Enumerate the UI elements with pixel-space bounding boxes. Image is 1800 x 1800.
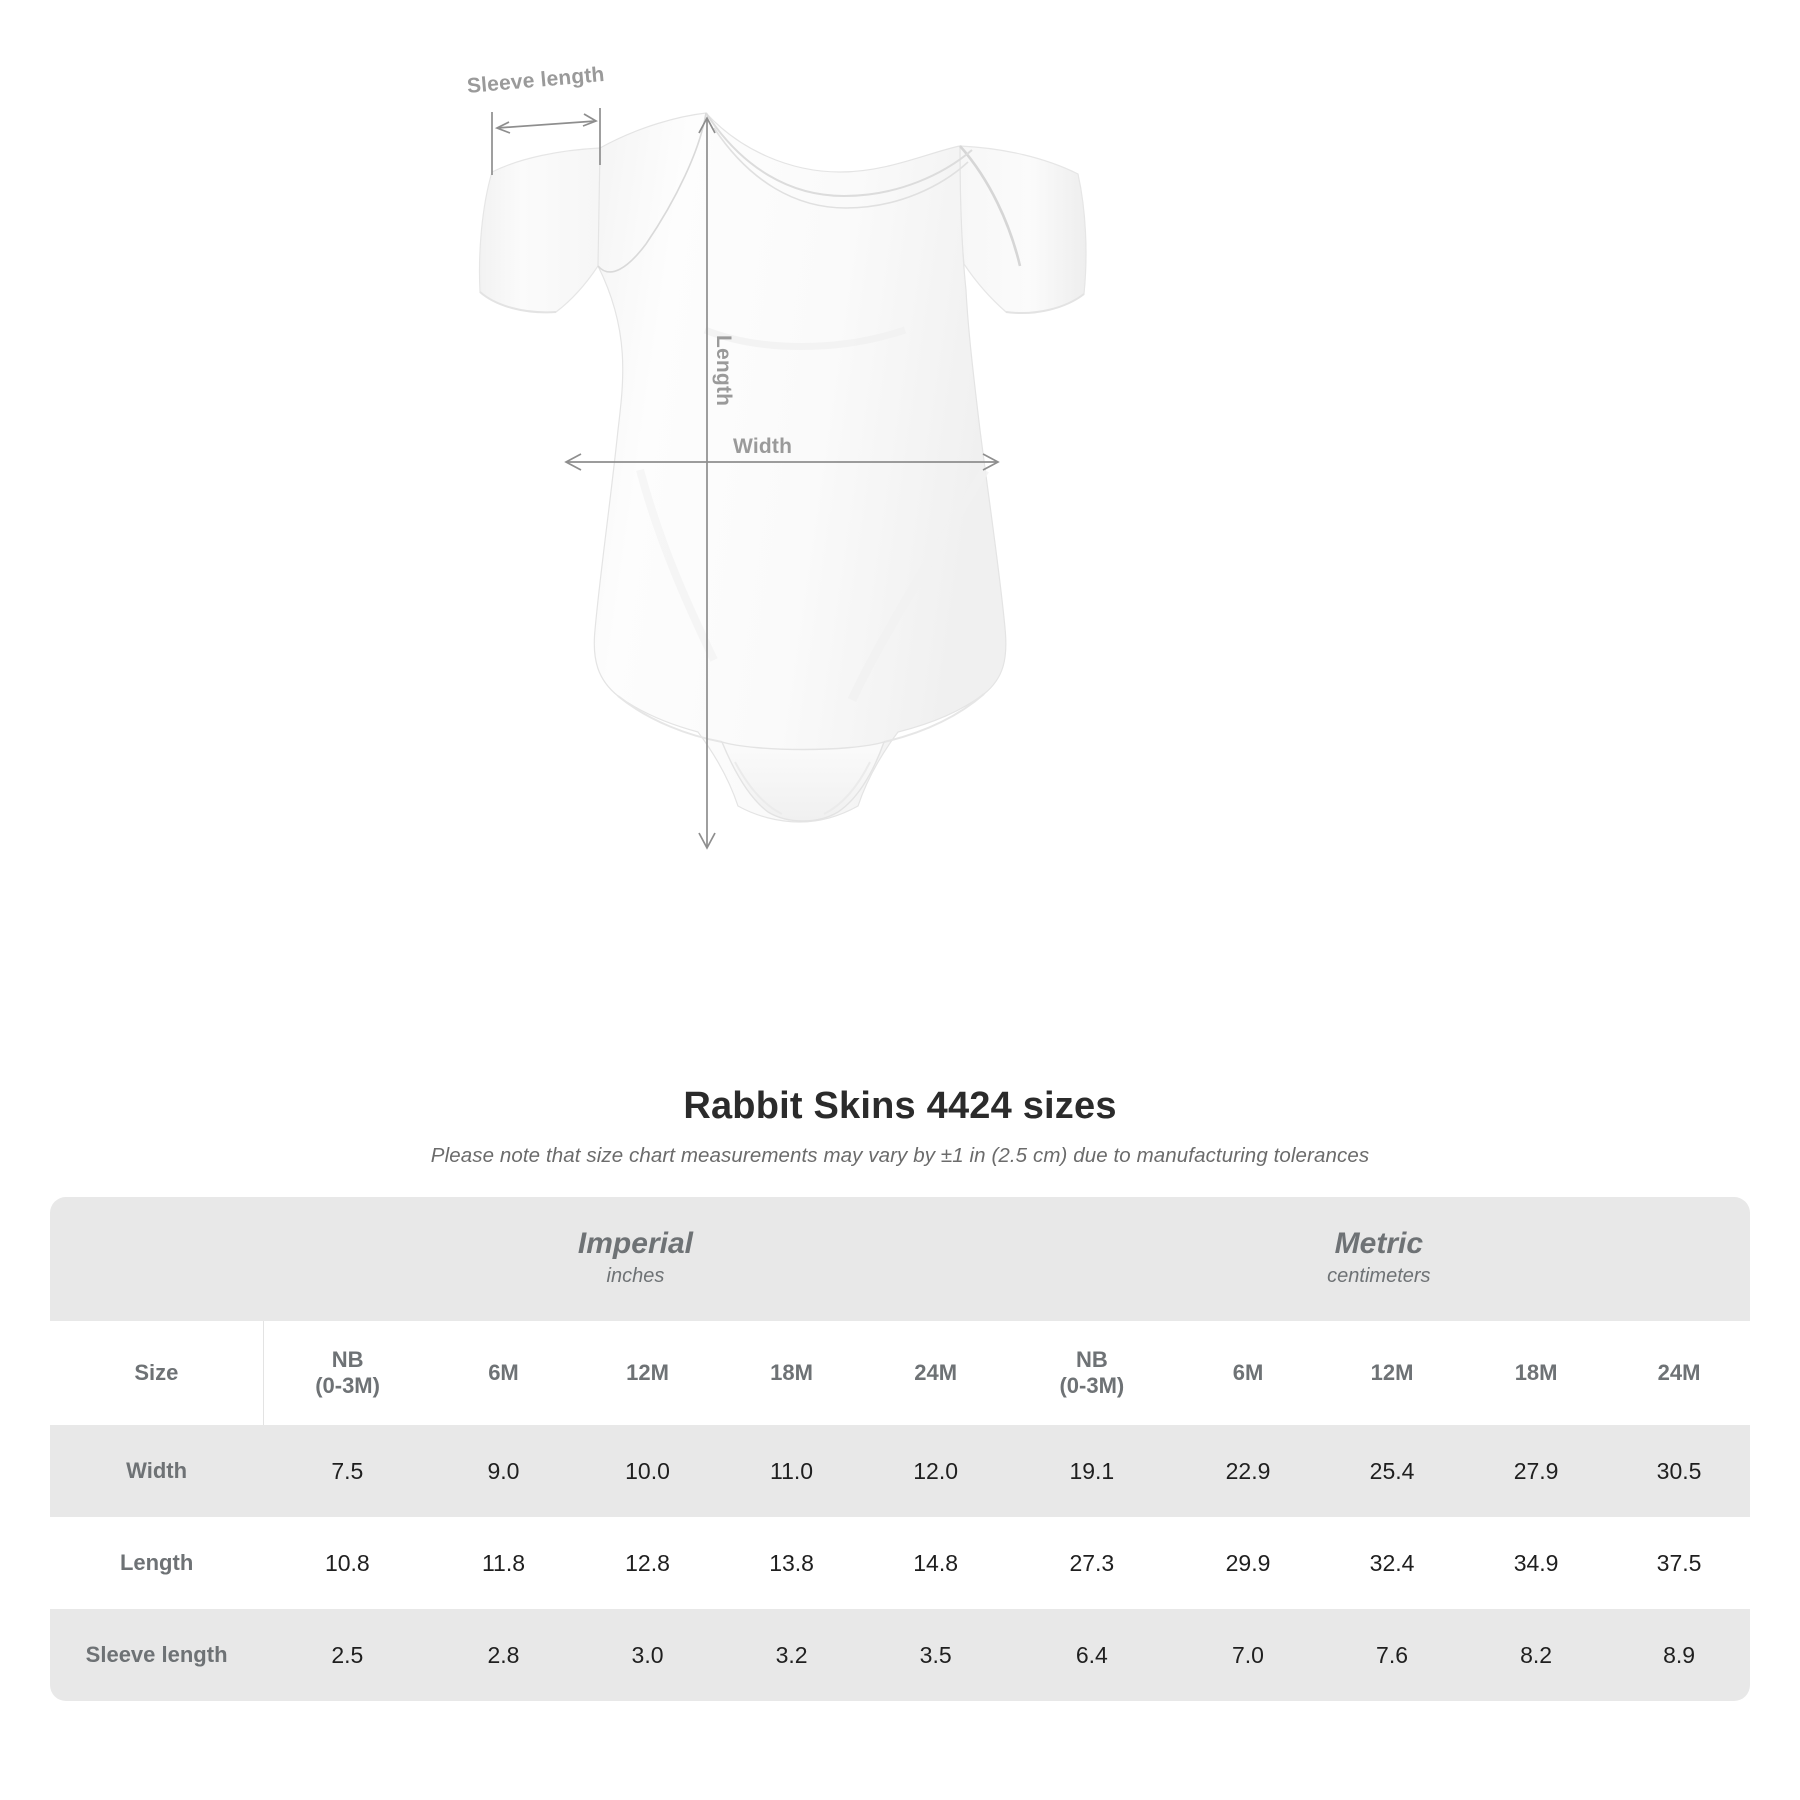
unit-group-imperial-sub: inches xyxy=(606,1265,665,1288)
cell-width-metric-24m: 30.5 xyxy=(1608,1425,1750,1517)
column-header-size: Size xyxy=(50,1321,264,1425)
size-table-wrapper: Imperial inches Metric centimeters Size … xyxy=(50,1197,1750,1701)
cell-length-imperial-24m: 14.8 xyxy=(863,1517,1008,1609)
cell-sleeve-metric-24m: 8.9 xyxy=(1608,1609,1750,1701)
measurement-guides xyxy=(491,108,1000,850)
size-chart-table: Imperial inches Metric centimeters Size … xyxy=(50,1197,1750,1701)
cell-width-imperial-18m: 11.0 xyxy=(719,1425,864,1517)
cell-sleeve-imperial-nb: 2.5 xyxy=(263,1609,432,1701)
cell-length-imperial-18m: 13.8 xyxy=(719,1517,864,1609)
cell-length-imperial-nb: 10.8 xyxy=(263,1517,432,1609)
row-header-length: Length xyxy=(50,1517,264,1609)
column-header-paren: (0-3M) xyxy=(315,1373,380,1398)
length-dimension-label: Length xyxy=(712,335,735,407)
row-header-width: Width xyxy=(50,1425,264,1517)
column-header-main: 6M xyxy=(488,1359,519,1385)
column-header-main: 24M xyxy=(914,1359,958,1385)
cell-sleeve-imperial-12m: 3.0 xyxy=(575,1609,720,1701)
page-subtitle: Please note that size chart measurements… xyxy=(430,1144,1370,1167)
cell-length-metric-24m: 37.5 xyxy=(1608,1517,1750,1609)
page-title: Rabbit Skins 4424 sizes xyxy=(683,1085,1117,1127)
cell-width-imperial-12m: 10.0 xyxy=(575,1425,720,1517)
unit-group-metric-sub: centimeters xyxy=(1327,1265,1431,1288)
column-header-imperial-6m: 6M xyxy=(431,1321,576,1425)
cell-sleeve-imperial-24m: 3.5 xyxy=(863,1609,1008,1701)
cell-length-metric-18m: 34.9 xyxy=(1464,1517,1609,1609)
cell-width-metric-18m: 27.9 xyxy=(1464,1425,1609,1517)
table-row: Width 7.5 9.0 10.0 11.0 12.0 19.1 22.9 2… xyxy=(50,1425,1750,1517)
unit-group-row: Imperial inches Metric centimeters xyxy=(50,1197,1750,1321)
cell-length-imperial-6m: 11.8 xyxy=(431,1517,576,1609)
column-header-imperial-nb: NB (0-3M) xyxy=(263,1321,432,1425)
garment-illustration: Sleeve length Width Length xyxy=(466,63,1087,850)
column-header-metric-6m: 6M xyxy=(1175,1321,1321,1425)
column-header-paren: (0-3M) xyxy=(1059,1373,1125,1398)
column-header-main: 18M xyxy=(770,1359,813,1385)
cell-width-imperial-nb: 7.5 xyxy=(263,1425,432,1517)
column-header-metric-18m: 18M xyxy=(1464,1321,1609,1425)
unit-spacer-cell xyxy=(50,1197,264,1321)
table-row: Sleeve length 2.5 2.8 3.0 3.2 3.5 6.4 7.… xyxy=(50,1609,1750,1701)
cell-length-metric-12m: 32.4 xyxy=(1320,1517,1465,1609)
cell-width-metric-nb: 19.1 xyxy=(1007,1425,1176,1517)
column-header-metric-12m: 12M xyxy=(1320,1321,1465,1425)
column-header-main: NB xyxy=(1075,1346,1108,1372)
column-header-main: 6M xyxy=(1232,1359,1264,1385)
column-header-imperial-24m: 24M xyxy=(863,1321,1008,1425)
row-header-sleeve-length: Sleeve length xyxy=(50,1609,264,1701)
onesie-shape xyxy=(478,112,1087,823)
cell-sleeve-imperial-6m: 2.8 xyxy=(431,1609,576,1701)
unit-group-metric-name: Metric xyxy=(1334,1226,1424,1260)
column-header-imperial-12m: 12M xyxy=(575,1321,720,1425)
unit-group-imperial: Imperial inches xyxy=(263,1197,1008,1321)
column-header-main: 12M xyxy=(626,1359,669,1385)
column-header-main: 24M xyxy=(1657,1359,1701,1385)
column-header-metric-nb: NB (0-3M) xyxy=(1007,1321,1176,1425)
cell-length-metric-6m: 29.9 xyxy=(1175,1517,1321,1609)
width-dimension-label: Width xyxy=(733,435,793,458)
cell-width-metric-12m: 25.4 xyxy=(1320,1425,1465,1517)
cell-width-imperial-24m: 12.0 xyxy=(863,1425,1008,1517)
cell-sleeve-metric-12m: 7.6 xyxy=(1320,1609,1465,1701)
sleeve-arrow-line xyxy=(496,120,597,129)
cell-sleeve-metric-18m: 8.2 xyxy=(1464,1609,1609,1701)
cell-width-metric-6m: 22.9 xyxy=(1175,1425,1321,1517)
unit-group-imperial-name: Imperial xyxy=(577,1226,693,1260)
title-block: Rabbit Skins 4424 sizes Please note that… xyxy=(0,1085,1800,1168)
cell-sleeve-metric-6m: 7.0 xyxy=(1175,1609,1321,1701)
column-header-metric-24m: 24M xyxy=(1608,1321,1750,1425)
column-header-imperial-18m: 18M xyxy=(719,1321,864,1425)
cell-sleeve-imperial-18m: 3.2 xyxy=(719,1609,864,1701)
cell-sleeve-metric-nb: 6.4 xyxy=(1007,1609,1176,1701)
cell-width-imperial-6m: 9.0 xyxy=(431,1425,576,1517)
column-header-main: 12M xyxy=(1370,1359,1414,1385)
column-header-row: Size NB (0-3M) 6M 12M 18M 24 xyxy=(50,1321,1750,1425)
unit-group-metric: Metric centimeters xyxy=(1007,1197,1750,1321)
table-row: Length 10.8 11.8 12.8 13.8 14.8 27.3 29.… xyxy=(50,1517,1750,1609)
column-header-main: NB xyxy=(331,1346,364,1372)
cell-length-imperial-12m: 12.8 xyxy=(575,1517,720,1609)
column-header-main: 18M xyxy=(1514,1359,1558,1385)
cell-length-metric-nb: 27.3 xyxy=(1007,1517,1176,1609)
